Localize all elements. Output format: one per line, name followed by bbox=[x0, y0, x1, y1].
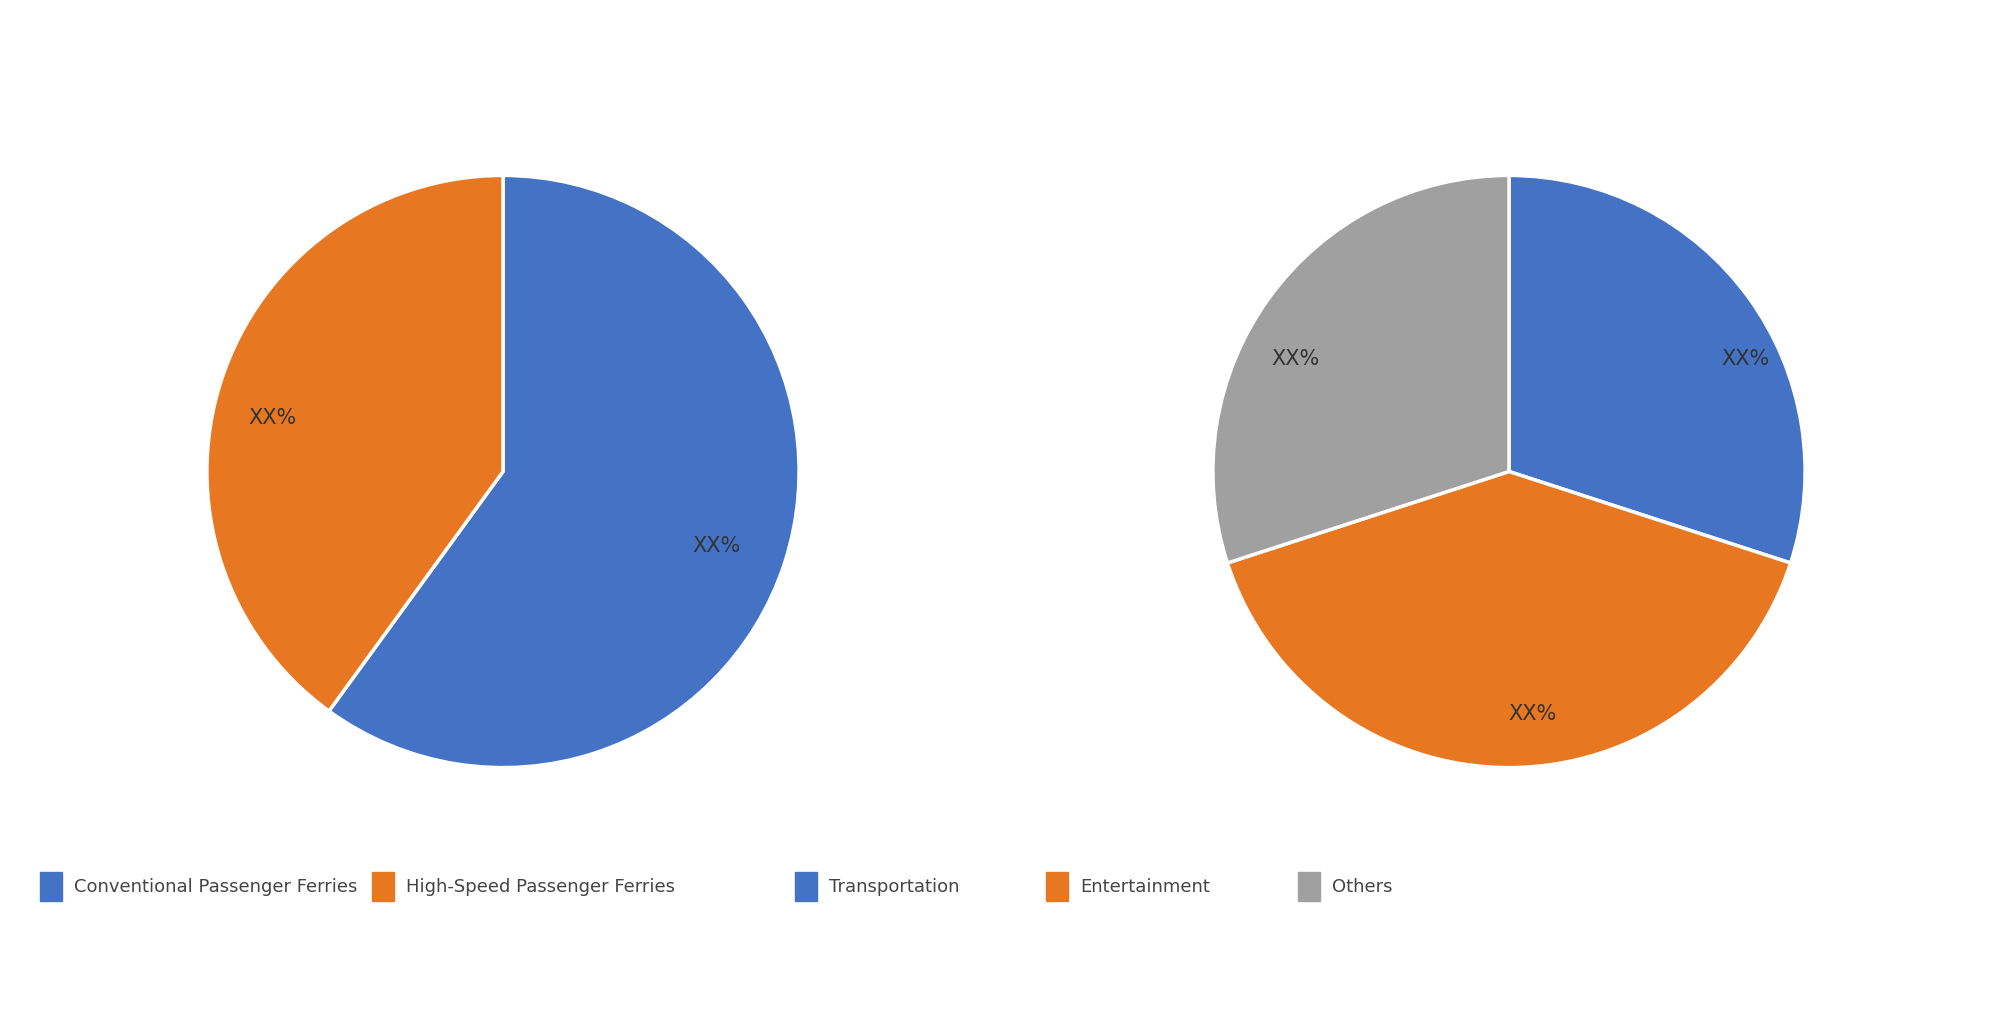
Text: Others: Others bbox=[1332, 878, 1392, 896]
Text: XX%: XX% bbox=[1509, 705, 1557, 724]
Bar bbox=[372, 872, 394, 901]
Wedge shape bbox=[207, 175, 503, 711]
Bar bbox=[40, 872, 62, 901]
Text: Transportation: Transportation bbox=[829, 878, 960, 896]
Wedge shape bbox=[1227, 472, 1791, 768]
Text: XX%: XX% bbox=[1722, 349, 1771, 369]
Wedge shape bbox=[330, 175, 799, 768]
Text: Entertainment: Entertainment bbox=[1080, 878, 1211, 896]
Text: Source: Theindustrystats Analysis: Source: Theindustrystats Analysis bbox=[40, 970, 386, 989]
Text: XX%: XX% bbox=[1272, 349, 1320, 369]
Wedge shape bbox=[1213, 175, 1509, 563]
Text: Conventional Passenger Ferries: Conventional Passenger Ferries bbox=[74, 878, 358, 896]
Bar bbox=[1046, 872, 1068, 901]
Text: High-Speed Passenger Ferries: High-Speed Passenger Ferries bbox=[406, 878, 676, 896]
Bar bbox=[1298, 872, 1320, 901]
Text: XX%: XX% bbox=[692, 535, 740, 556]
Text: XX%: XX% bbox=[247, 409, 296, 428]
Text: Fig. Global Passenger Ferries Market Share by Product Types & Application: Fig. Global Passenger Ferries Market Sha… bbox=[24, 41, 901, 65]
Wedge shape bbox=[1509, 175, 1805, 563]
Text: Website: www.theindustrystats.com: Website: www.theindustrystats.com bbox=[1408, 970, 1777, 989]
Text: Email: sales@theindustrystats.com: Email: sales@theindustrystats.com bbox=[724, 970, 1078, 989]
Bar bbox=[795, 872, 817, 901]
